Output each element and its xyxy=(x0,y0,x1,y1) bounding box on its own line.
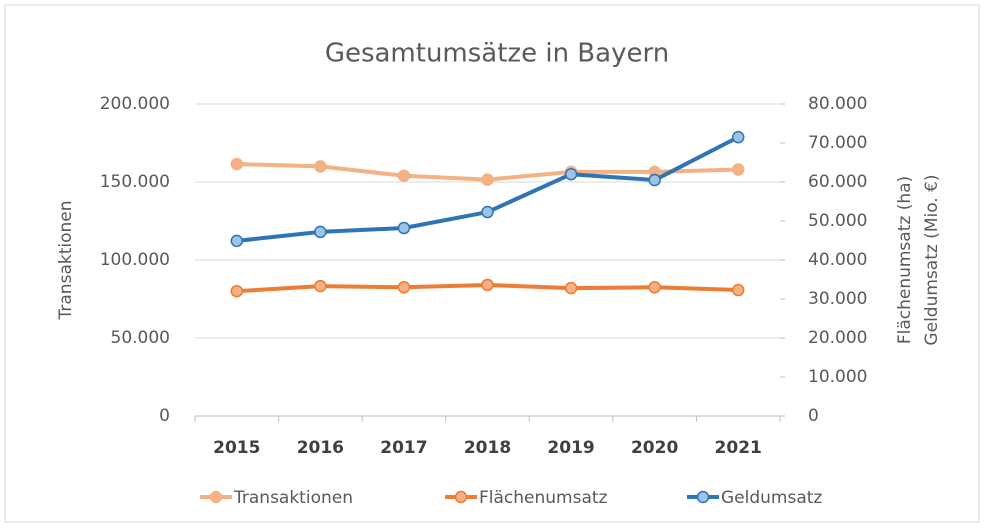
data-point xyxy=(648,173,661,187)
data-point xyxy=(230,157,244,171)
y2-tick-label: 80.000 xyxy=(808,94,867,114)
legend-marker xyxy=(454,490,468,504)
data-point xyxy=(564,281,578,295)
x-tick-label: 2021 xyxy=(715,438,762,458)
y2-tick-label: 10.000 xyxy=(808,367,867,387)
data-point xyxy=(481,173,494,186)
data-point xyxy=(481,278,494,292)
x-tick-label: 2019 xyxy=(547,438,594,458)
data-point xyxy=(397,221,411,235)
y-tick-label: 200.000 xyxy=(100,94,170,114)
data-point xyxy=(314,279,327,293)
legend-marker xyxy=(696,490,710,504)
data-point xyxy=(731,130,745,144)
y2-tick-label: 0 xyxy=(808,406,819,426)
y2-tick-label: 60.000 xyxy=(808,172,867,192)
data-point xyxy=(397,281,411,294)
y2-tick-label: 20.000 xyxy=(808,328,867,348)
y-axis-label: Transaktionen xyxy=(56,201,76,321)
data-point xyxy=(731,163,745,176)
legend-marker xyxy=(209,490,223,504)
legend-label: Transaktionen xyxy=(233,488,353,508)
data-point xyxy=(314,160,327,173)
y-tick-label: 50.000 xyxy=(111,328,170,348)
y2-tick-label: 40.000 xyxy=(808,250,867,270)
data-point xyxy=(397,169,411,183)
y-tick-label: 150.000 xyxy=(100,172,170,192)
chart-title: Gesamtumsätze in Bayern xyxy=(325,39,669,69)
data-point xyxy=(230,234,244,248)
x-tick-label: 2017 xyxy=(380,438,427,458)
y2-axis-label: Geldumsatz (Mio. €) xyxy=(922,174,942,345)
y2-tick-label: 70.000 xyxy=(808,133,867,153)
y2-tick-label: 50.000 xyxy=(808,211,867,231)
data-point xyxy=(314,225,327,239)
x-tick-label: 2018 xyxy=(464,438,511,458)
y2-axis-label: Flächenumsatz (ha) xyxy=(895,176,915,344)
data-point xyxy=(481,205,494,219)
legend-label: Geldumsatz xyxy=(721,488,822,508)
y-tick-label: 0 xyxy=(159,406,170,426)
data-point xyxy=(230,284,244,298)
x-tick-label: 2015 xyxy=(213,438,260,458)
x-tick-label: 2020 xyxy=(631,438,678,458)
data-point xyxy=(731,283,745,297)
y-tick-label: 100.000 xyxy=(100,250,170,270)
y2-tick-label: 30.000 xyxy=(808,289,867,309)
data-point xyxy=(648,281,661,294)
chart-frame xyxy=(4,4,980,523)
x-tick-label: 2016 xyxy=(297,438,344,458)
data-point xyxy=(564,167,578,181)
legend-label: Flächenumsatz xyxy=(479,488,608,508)
